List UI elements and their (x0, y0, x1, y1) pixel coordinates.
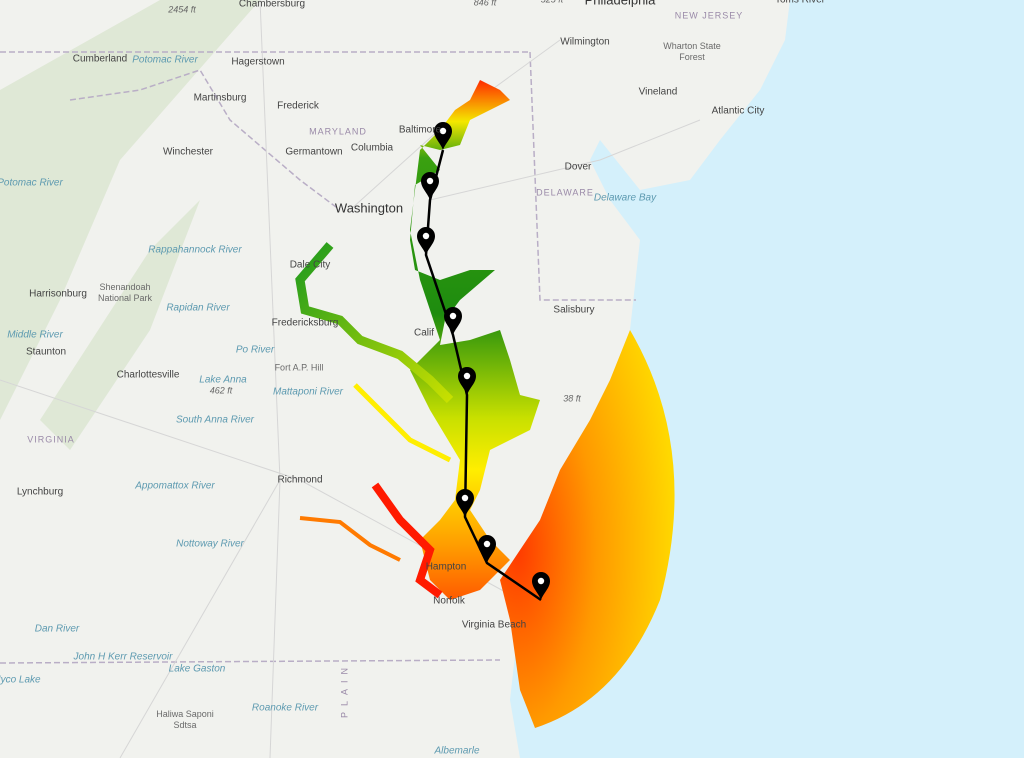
map-label-water: Lake Anna (199, 374, 247, 386)
map-label-water: South Anna River (175, 414, 255, 426)
map-label-water: Appomattox River (135, 480, 215, 492)
map-pin-icon[interactable] (478, 535, 496, 563)
map-label-cities: Washington (334, 200, 404, 216)
chesapeake-plume (410, 80, 540, 600)
map-pin-icon[interactable] (458, 367, 476, 395)
map-pin-icon[interactable] (417, 227, 435, 255)
map-label-cities: Staunton (25, 346, 67, 358)
map-label-elevations: 525 ft (541, 0, 564, 6)
map-label-cities: Chambersburg (238, 0, 306, 10)
mountain-ridges (0, 0, 260, 450)
map-label-elevations: 846 ft (473, 0, 497, 8)
ocean-plume-fan (500, 330, 675, 728)
map-label-cities: Richmond (277, 474, 323, 486)
map-label-states: MARYLAND (309, 126, 367, 137)
map-label-cities: Vineland (638, 86, 678, 98)
map-label-cities: Wilmington (560, 36, 610, 48)
map-label-cities: Dale City (289, 259, 331, 271)
map-label-parks: Haliwa Saponi Sdtsa (156, 709, 214, 730)
map-label-cities: Toms River (774, 0, 826, 6)
map-label-cities: Martinsburg (193, 92, 247, 104)
map-label-water: Nottoway River (176, 538, 244, 550)
map-label-cities: Winchester (162, 146, 214, 158)
map-label-cities: Norfolk (433, 595, 465, 607)
james-plume (371, 482, 443, 599)
map-label-cities: Germantown (285, 146, 343, 158)
map-label-water: Dan River (34, 623, 80, 635)
map-label-water: Po River (235, 344, 275, 356)
map-label-cities: Philadelphia (584, 0, 656, 8)
map-label-elevations: 38 ft (563, 393, 581, 404)
map-label-states: NEW JERSEY (674, 10, 744, 21)
map-label-cities: Frederick (277, 100, 319, 112)
map-label-regions: PLAIN (339, 661, 350, 719)
map-label-water: Mattaponi River (272, 386, 344, 398)
map-label-cities: Hagerstown (231, 56, 285, 68)
map-pin-icon[interactable] (456, 489, 474, 517)
map-label-water: Rapidan River (166, 302, 230, 314)
map-label-cities: Virginia Beach (461, 619, 527, 631)
route-markers (417, 122, 550, 600)
map-label-water: Potomac River (132, 54, 198, 66)
map-label-cities: Columbia (350, 142, 394, 154)
map-label-cities: Baltimore (398, 124, 442, 136)
map-label-water: Delaware Bay (593, 192, 657, 204)
map-pin-icon[interactable] (444, 307, 462, 335)
map-label-cities: Lynchburg (16, 486, 64, 498)
map-label-water: Albemarle (434, 745, 480, 757)
state-borders (0, 51, 636, 664)
map-label-cities: Calif (413, 327, 435, 339)
map-label-states: VIRGINIA (27, 434, 75, 445)
james-plume-upper (299, 516, 401, 562)
potomac-plume (295, 242, 454, 404)
map-label-parks: Shenandoah National Park (97, 282, 153, 303)
map-label-water: Potomac River (0, 177, 63, 189)
map-label-water: John H Kerr Reservoir (73, 651, 173, 663)
map-label-elevations: 2454 ft (168, 4, 196, 15)
map-label-elevations: 462 ft (209, 385, 233, 396)
map-label-cities: Harrisonburg (29, 288, 87, 300)
map-label-parks: Fort A.P. Hill (274, 362, 324, 373)
map-label-cities: Charlottesville (116, 369, 180, 381)
map-pin-icon[interactable] (434, 122, 452, 150)
map-pin-icon[interactable] (421, 172, 439, 200)
map-label-cities: Cumberland (72, 53, 128, 65)
york-plume (353, 383, 452, 463)
map-label-water: Middle River (7, 329, 63, 341)
map-label-water: Lake Gaston (168, 663, 226, 675)
map-label-cities: Hampton (425, 561, 467, 573)
map-label-water: Hyco Lake (0, 674, 41, 686)
map-label-water: Roanoke River (251, 702, 319, 714)
map-label-states: DELAWARE (536, 187, 594, 198)
map-label-cities: Salisbury (553, 304, 595, 316)
map-pin-icon[interactable] (532, 572, 550, 600)
map-label-cities: Dover (564, 161, 592, 173)
map-label-cities: Atlantic City (711, 105, 765, 117)
map-label-parks: Wharton State Forest (663, 41, 721, 62)
map-label-cities: Fredericksburg (271, 317, 339, 329)
map-label-water: Rappahannock River (148, 244, 242, 256)
